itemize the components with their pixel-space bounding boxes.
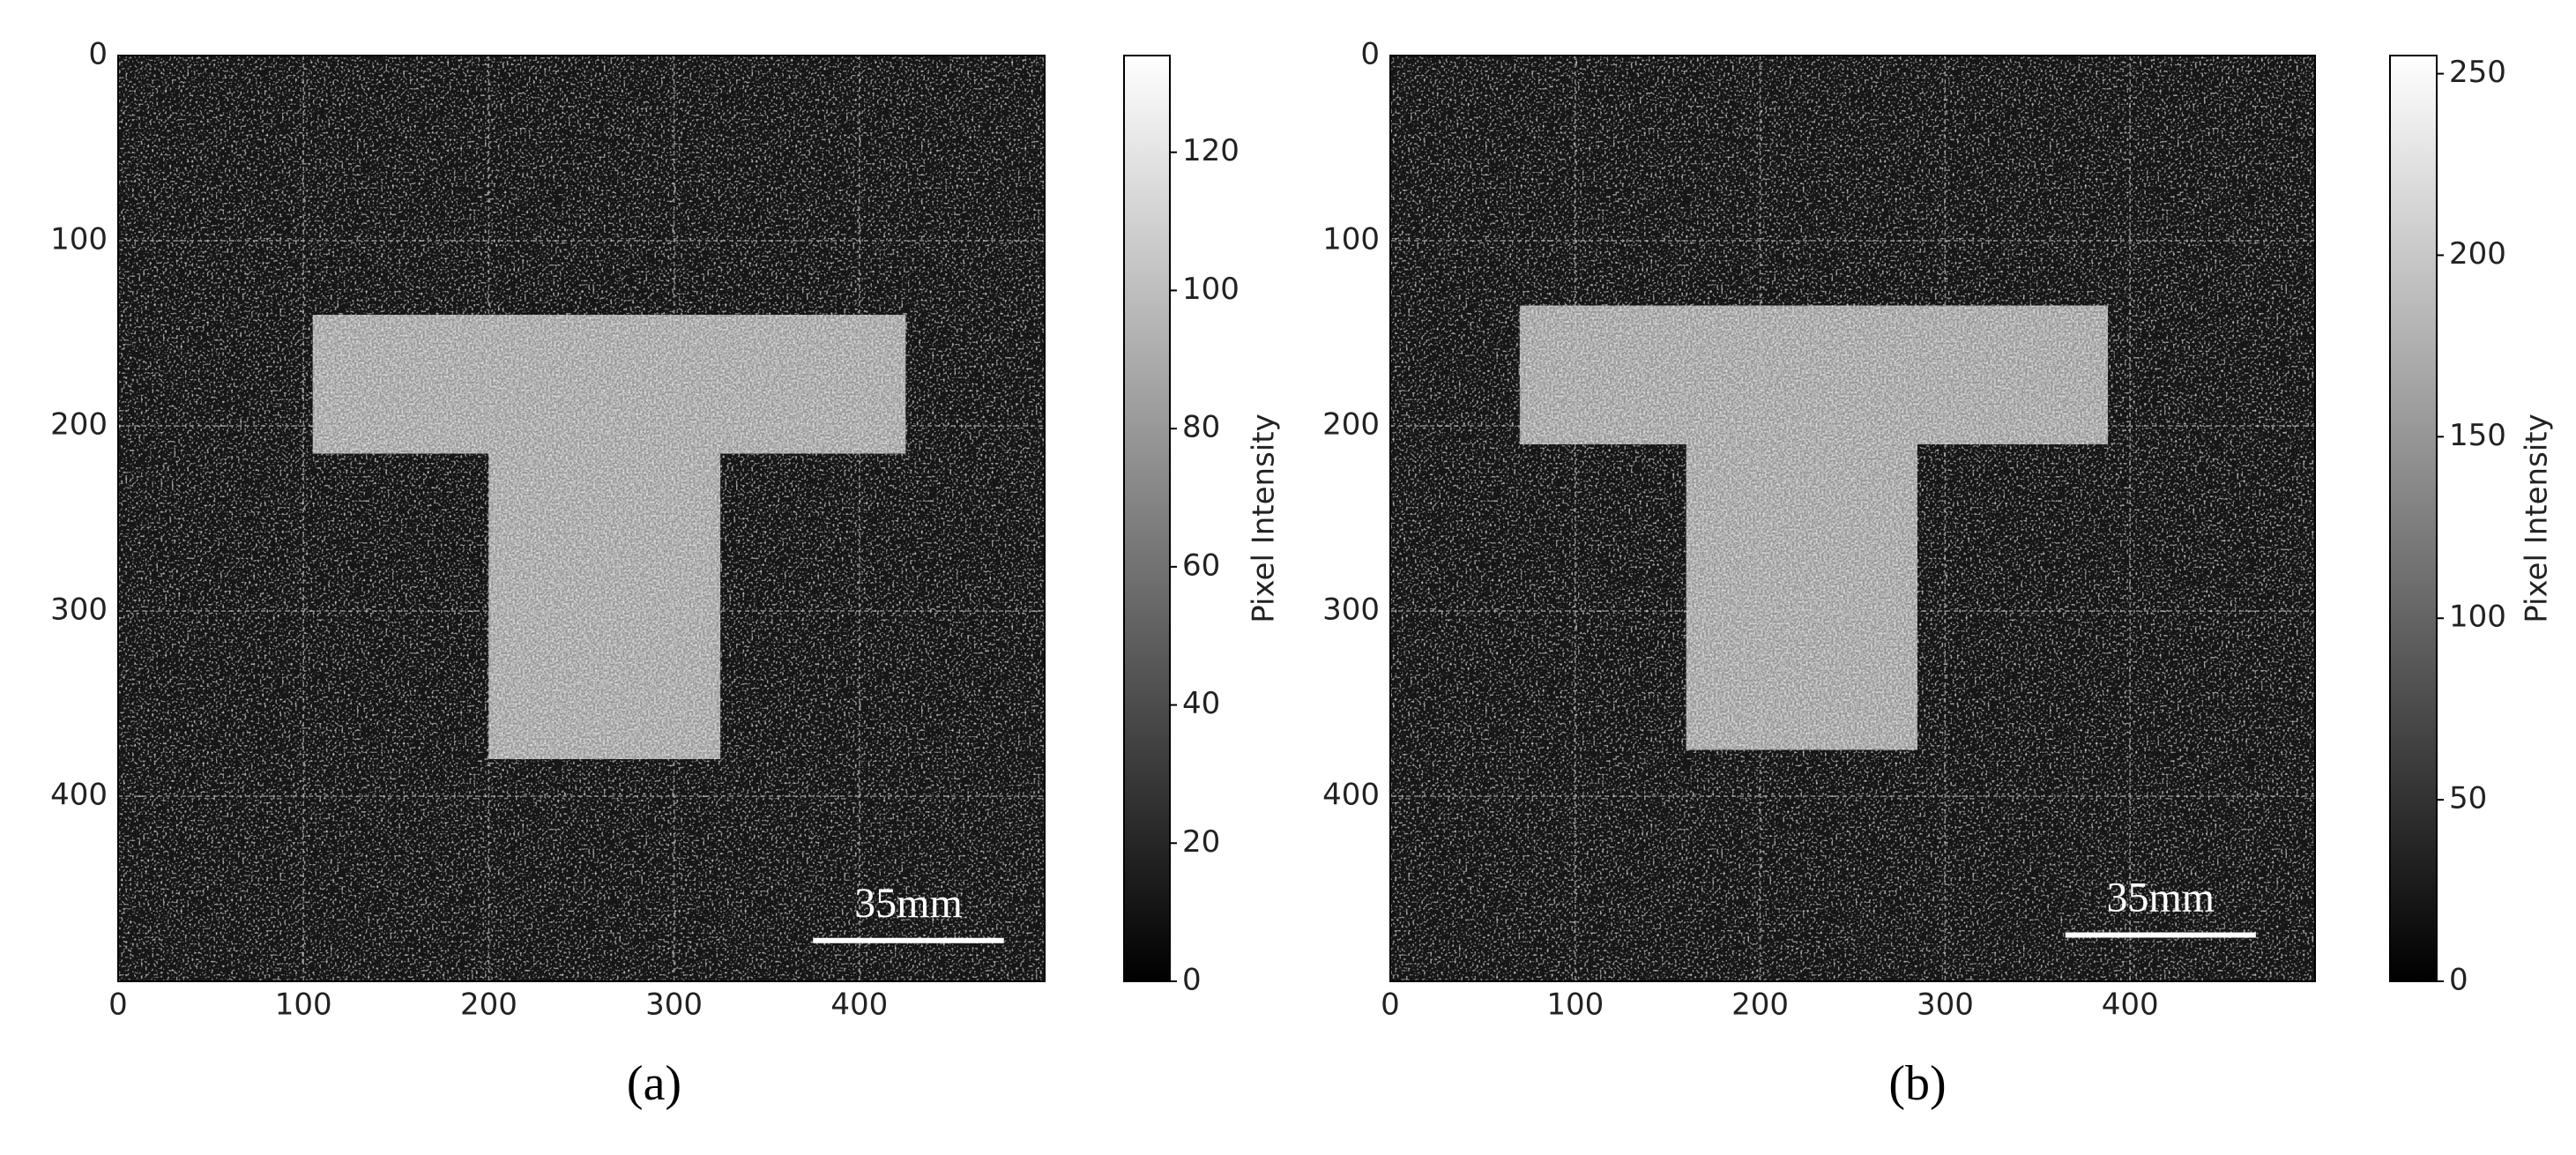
x-tick-label: 400	[830, 987, 888, 1023]
colorbar-tick-label: 40	[1182, 686, 1220, 721]
scale-bar-label: 35mm	[2106, 875, 2215, 921]
colorbar-tick-label: 60	[1182, 548, 1220, 583]
intensity-region	[1686, 444, 1917, 750]
y-tick-label: 100	[50, 222, 108, 257]
x-tick-label: 300	[645, 987, 703, 1023]
intensity-region	[312, 315, 906, 454]
y-tick-label: 400	[50, 778, 108, 813]
colorbar-tick-label: 50	[2449, 781, 2487, 816]
y-tick-label: 0	[1360, 37, 1380, 72]
colorbar-tick-label: 150	[2449, 418, 2506, 453]
colorbar-label: Pixel Intensity	[2520, 414, 2555, 622]
x-tick-label: 400	[2102, 987, 2159, 1023]
colorbar-tick-label: 80	[1182, 410, 1220, 445]
colorbar-tick-label: 200	[2449, 236, 2506, 272]
colorbar-tick-label: 100	[2449, 600, 2506, 635]
intensity-region	[1519, 305, 2109, 444]
x-tick-label: 0	[108, 987, 128, 1023]
colorbar	[1123, 55, 1171, 982]
colorbar-tick-label: 250	[2449, 55, 2506, 90]
panel-label: (b)	[1888, 1056, 1946, 1111]
x-tick-label: 300	[1917, 987, 1974, 1023]
colorbar-label: Pixel Intensity	[1247, 414, 1282, 622]
x-tick-label: 0	[1381, 987, 1400, 1023]
y-tick-label: 300	[1322, 592, 1380, 628]
y-tick-label: 200	[50, 407, 108, 443]
x-tick-label: 200	[460, 987, 517, 1023]
x-tick-label: 200	[1731, 987, 1789, 1023]
scale-bar-label: 35mm	[854, 880, 963, 927]
colorbar-tick-label: 0	[2449, 963, 2468, 998]
colorbar-tick-label: 20	[1182, 824, 1220, 860]
x-tick-label: 100	[1546, 987, 1604, 1023]
x-tick-label: 100	[275, 987, 332, 1023]
y-tick-label: 200	[1322, 407, 1380, 443]
y-tick-label: 400	[1322, 778, 1380, 813]
colorbar-tick-label: 0	[1182, 963, 1202, 998]
colorbar-tick-label: 120	[1182, 133, 1240, 168]
y-tick-label: 0	[88, 37, 108, 72]
colorbar-tick-label: 100	[1182, 272, 1240, 307]
y-tick-label: 100	[1322, 222, 1380, 257]
intensity-region	[488, 453, 721, 759]
colorbar	[2389, 55, 2438, 982]
plot-frame	[1389, 55, 2316, 982]
plot-frame	[117, 55, 1046, 982]
panel-label: (a)	[627, 1056, 681, 1111]
y-tick-label: 300	[50, 592, 108, 628]
